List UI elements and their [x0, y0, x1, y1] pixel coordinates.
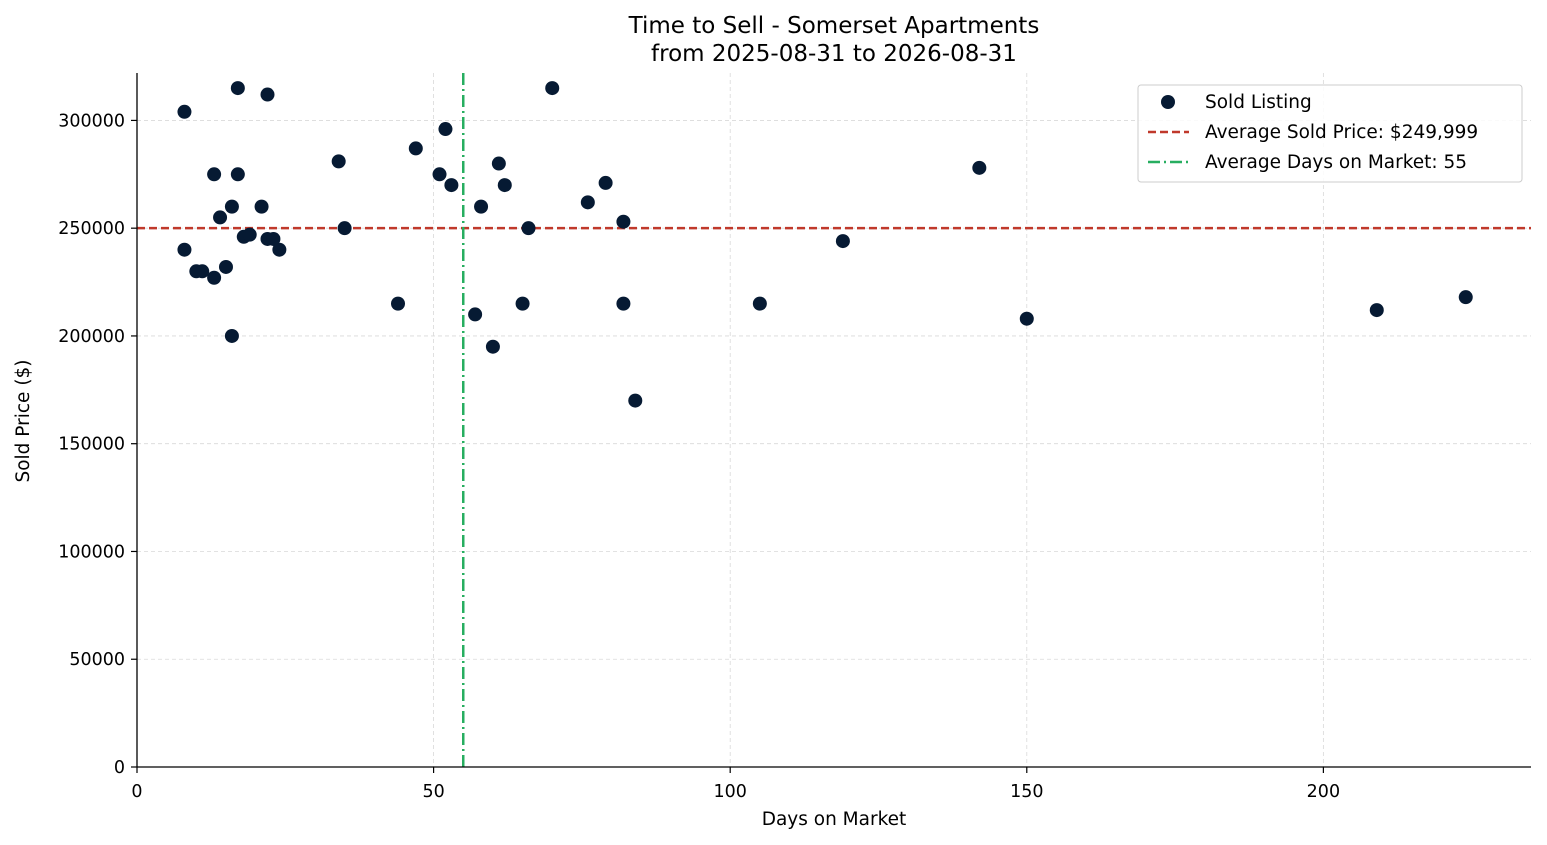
data-point	[207, 167, 222, 182]
legend-box	[1137, 84, 1523, 183]
legend-label-average-days: Average Days on Market: 55	[1205, 152, 1467, 173]
data-point	[224, 328, 239, 343]
data-point	[331, 154, 346, 169]
data-point	[616, 296, 631, 311]
data-point	[272, 242, 287, 257]
data-point	[266, 231, 281, 246]
legend-marker-sold-listing	[1161, 95, 1175, 109]
y-tick-label: 150000	[58, 435, 125, 455]
data-point	[515, 296, 530, 311]
x-tick-label: 150	[1010, 782, 1043, 802]
legend-label-average-price: Average Sold Price: $249,999	[1205, 122, 1478, 143]
y-axis-label: Sold Price ($)	[13, 359, 34, 482]
reference-lines	[137, 73, 1531, 767]
data-point	[230, 81, 245, 96]
data-point	[1369, 303, 1384, 318]
data-point	[474, 199, 489, 214]
data-point	[752, 296, 767, 311]
scatter-points	[177, 81, 1473, 408]
data-point	[213, 210, 228, 225]
data-point	[1019, 311, 1034, 326]
data-point	[497, 178, 512, 193]
y-tick-label: 50000	[69, 650, 125, 670]
data-point	[1458, 290, 1473, 305]
data-point	[545, 81, 560, 96]
y-tick-label: 300000	[58, 111, 125, 131]
axes	[131, 73, 1531, 773]
x-axis-label: Days on Market	[762, 809, 907, 830]
data-point	[468, 307, 483, 322]
x-tick-label: 0	[131, 782, 142, 802]
data-point	[177, 104, 192, 119]
x-tick-label: 50	[422, 782, 444, 802]
data-point	[207, 270, 222, 285]
data-point	[628, 393, 643, 408]
x-tick-label: 200	[1307, 782, 1340, 802]
y-tick-label: 250000	[58, 219, 125, 239]
data-point	[391, 296, 406, 311]
data-point	[177, 242, 192, 257]
x-tick-label: 100	[713, 782, 746, 802]
data-point	[444, 178, 459, 193]
data-point	[491, 156, 506, 171]
chart-title-line-2: from 2025-08-31 to 2026-08-31	[651, 41, 1017, 67]
data-point	[972, 160, 987, 175]
y-tick-label: 0	[114, 758, 125, 778]
y-tick-label: 100000	[58, 542, 125, 562]
data-point	[835, 234, 850, 249]
data-point	[438, 122, 453, 137]
data-point	[337, 221, 352, 236]
data-point	[224, 199, 239, 214]
data-point	[230, 167, 245, 182]
legend-label-sold-listing: Sold Listing	[1205, 92, 1312, 113]
data-point	[408, 141, 423, 156]
data-point	[598, 175, 613, 190]
data-point	[432, 167, 447, 182]
data-point	[580, 195, 595, 210]
tick-labels: 0 50 100 150 200 0 50000 100000 150000 200000 2500…	[58, 111, 1340, 802]
data-point	[616, 214, 631, 229]
data-point	[195, 264, 210, 279]
data-point	[485, 339, 500, 354]
legend: Sold Listing Average Sold Price: $249,99…	[1137, 84, 1523, 183]
data-point	[218, 259, 233, 274]
y-tick-label: 200000	[58, 327, 125, 347]
data-point	[254, 199, 269, 214]
data-point	[260, 87, 275, 102]
data-point	[521, 221, 536, 236]
chart-title-line-1: Time to Sell - Somerset Apartments	[628, 13, 1040, 39]
data-point	[242, 227, 257, 242]
